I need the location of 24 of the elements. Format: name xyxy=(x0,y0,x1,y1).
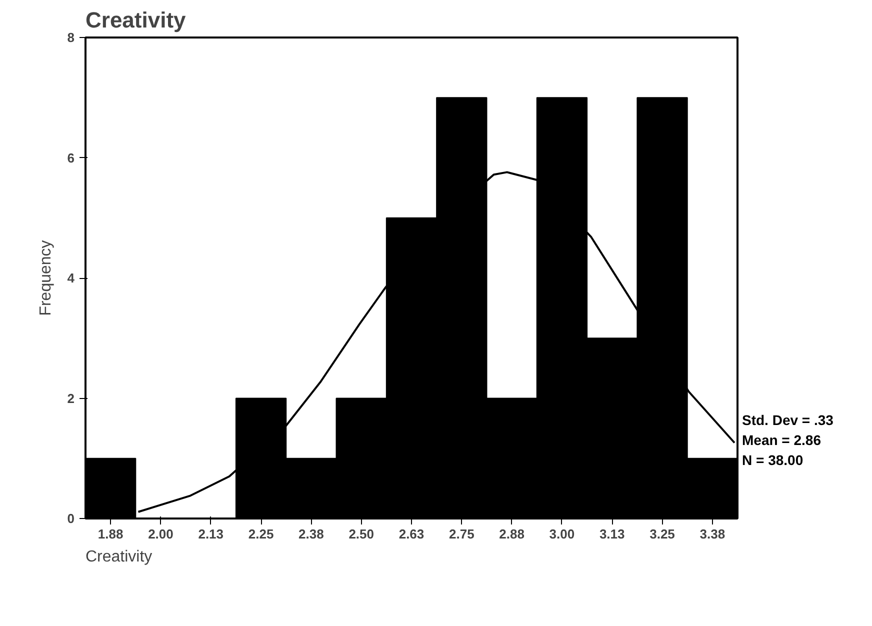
x-tick-label: 3.13 xyxy=(599,526,625,542)
x-tick-label: 3.25 xyxy=(650,526,675,542)
y-tick-label: 2 xyxy=(67,390,75,406)
x-tick-label: 2.38 xyxy=(298,526,324,542)
x-axis-title: Creativity xyxy=(86,548,152,566)
y-tick-label: 6 xyxy=(67,150,75,166)
text: Std. Dev = .33 xyxy=(742,411,834,430)
x-tick-label: 2.13 xyxy=(198,526,224,542)
x-tick-label: 3.00 xyxy=(549,526,575,542)
x-tick-label: 2.50 xyxy=(348,526,374,542)
chart-title: Creativity xyxy=(86,8,187,32)
x-tick-label: 2.88 xyxy=(499,526,524,542)
y-tick-label: 8 xyxy=(67,30,75,45)
x-tick-label: 3.38 xyxy=(700,526,726,542)
x-tick-label: 2.25 xyxy=(248,526,274,542)
x-tick-label: 1.88 xyxy=(98,526,124,542)
y-tick-label: 4 xyxy=(67,270,76,286)
text: Mean = 2.86 xyxy=(742,431,821,450)
y-tick-label: 0 xyxy=(67,511,75,526)
y-axis-title: Frequency xyxy=(37,240,54,316)
x-tick-label: 2.63 xyxy=(398,526,424,542)
x-tick-label: 2.00 xyxy=(148,526,174,542)
x-tick-label: 2.75 xyxy=(449,526,474,542)
text: N = 38.00 xyxy=(742,451,804,470)
